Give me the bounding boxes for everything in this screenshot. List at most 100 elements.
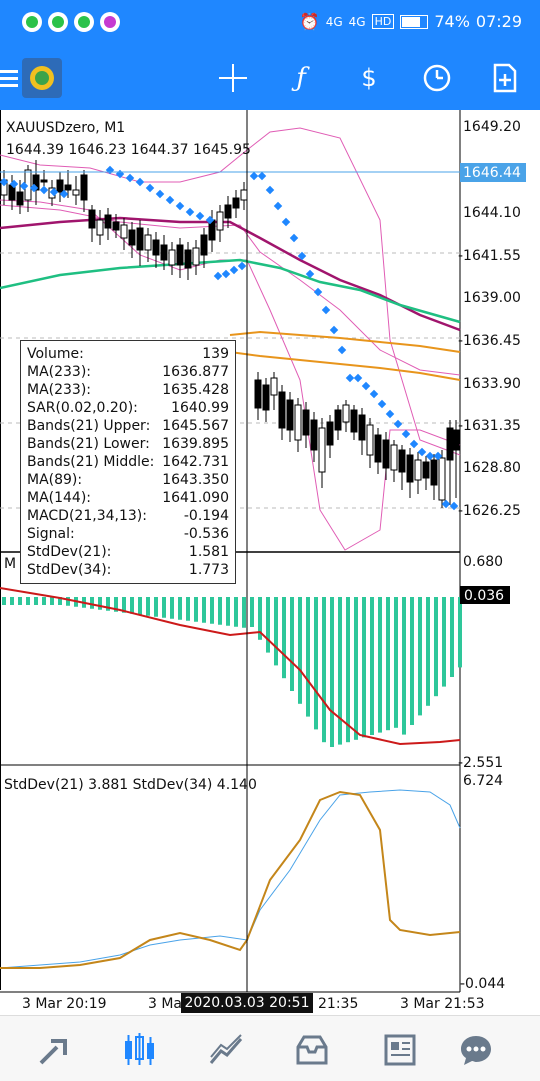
data-window-value: 139 <box>202 346 229 362</box>
macd-bar <box>138 597 142 615</box>
sar-dot <box>449 501 459 511</box>
macd-bar <box>266 597 270 653</box>
sar-dot <box>165 195 175 205</box>
candle-body <box>430 459 438 486</box>
macd-bar <box>330 597 334 747</box>
sar-dot <box>369 389 379 399</box>
candle-body <box>358 414 366 441</box>
data-window-value: -0.194 <box>183 508 229 524</box>
data-window-row: SAR(0.02,0.20): 1640.99 <box>27 399 229 417</box>
history-nav-icon[interactable] <box>292 1030 332 1070</box>
macd-bar <box>194 597 198 622</box>
candle-body <box>80 174 88 201</box>
candle-body <box>326 421 334 446</box>
quotes-nav-icon[interactable] <box>34 1030 74 1070</box>
chart-area[interactable]: XAUUSDzero, M1 1644.39 1646.23 1644.37 1… <box>0 110 540 1015</box>
sar-dot <box>321 305 331 315</box>
sar-dot <box>345 373 355 383</box>
sar-dot <box>313 287 323 297</box>
candle-body <box>452 429 460 451</box>
sar-dot <box>39 185 49 195</box>
data-window-row: Volume: 139 <box>27 345 229 363</box>
sar-dot <box>385 409 395 419</box>
macd-bar <box>218 597 222 625</box>
sar-dot <box>409 439 419 449</box>
sar-dot <box>257 171 267 181</box>
candle-body <box>168 249 176 266</box>
data-window-label: MA(233): <box>27 364 92 380</box>
sar-dot <box>49 187 59 197</box>
sar-dot <box>221 269 231 279</box>
data-window-value: 1636.877 <box>162 364 229 380</box>
candle-body <box>382 439 390 469</box>
sar-dot <box>305 269 315 279</box>
macd-bar <box>26 597 30 605</box>
data-window-row: StdDev(34): 1.773 <box>27 561 229 579</box>
candle-body <box>200 234 208 256</box>
sar-dot <box>265 185 275 195</box>
sar-dot <box>249 171 259 181</box>
macd-current-value: 0.036 <box>464 588 504 604</box>
sar-dot <box>145 183 155 193</box>
stddev-tick: 6.724 <box>463 773 503 789</box>
data-window-label: MA(233): <box>27 382 92 398</box>
macd-bar <box>274 597 278 666</box>
price-chart[interactable]: XAUUSDzero, M1 1644.39 1646.23 1644.37 1… <box>0 110 540 1015</box>
data-window-row: StdDev(21): 1.581 <box>27 543 229 561</box>
menu-icon[interactable] <box>0 60 26 96</box>
data-window-value: 1635.428 <box>162 382 229 398</box>
data-window-label: StdDev(21): <box>27 544 112 560</box>
news-nav-icon[interactable] <box>380 1030 420 1070</box>
candle-body <box>136 227 144 251</box>
data-window-label: SAR(0.02,0.20): <box>27 400 138 416</box>
bottom-navigation <box>0 1015 540 1081</box>
candle-body <box>112 221 120 231</box>
sar-dot <box>195 211 205 221</box>
candle-body <box>120 224 128 239</box>
new-order-icon[interactable] <box>487 60 523 96</box>
battery-percent: 74% <box>434 12 470 31</box>
timeframe-clock-icon[interactable] <box>419 60 455 96</box>
candle-body <box>192 247 200 266</box>
sar-dot <box>229 265 239 275</box>
price-tick: -1641.55 <box>458 248 521 264</box>
sar-dot <box>441 499 451 509</box>
stddev34-line <box>0 790 461 969</box>
metatrader-logo-icon[interactable] <box>22 58 62 98</box>
candle-body <box>232 197 240 209</box>
status-bar: ⏰ 4G 4G HD 74% 07:29 <box>0 0 540 46</box>
macd-bar <box>186 597 190 621</box>
data-window-row: MACD(21,34,13): -0.194 <box>27 507 229 525</box>
macd-bar <box>66 597 70 606</box>
sar-dot <box>425 451 435 461</box>
macd-tick: 0.680 <box>463 554 503 570</box>
signal-icon: 4G <box>325 14 343 29</box>
macd-bar <box>442 597 446 687</box>
time-tick: 3 Ma <box>148 996 182 1012</box>
trade-icon[interactable]: $ <box>361 64 377 92</box>
sar-dot <box>433 451 443 461</box>
sar-dot <box>377 399 387 409</box>
candle-body <box>254 379 262 409</box>
candle-body <box>422 461 430 479</box>
macd-bar <box>122 597 126 613</box>
sar-dot <box>155 189 165 199</box>
macd-bar <box>18 597 22 605</box>
macd-bar <box>394 597 398 728</box>
trade-nav-icon[interactable] <box>206 1030 246 1070</box>
candle-body <box>216 211 224 231</box>
sar-dot <box>281 217 291 227</box>
data-window-row: MA(144): 1641.090 <box>27 489 229 507</box>
ma233-line <box>229 351 461 381</box>
chat-nav-icon[interactable] <box>456 1030 496 1070</box>
candle-body <box>278 391 286 429</box>
chart-nav-icon[interactable] <box>120 1030 160 1070</box>
candle-body <box>40 179 48 183</box>
macd-bar <box>250 597 254 627</box>
crosshair-icon[interactable] <box>215 60 251 96</box>
macd-bar <box>226 597 230 626</box>
candle-body <box>262 384 270 411</box>
macd-histogram <box>0 587 462 747</box>
symbol-label: XAUUSDzero, M1 <box>6 120 125 136</box>
indicators-icon[interactable]: ƒ <box>296 63 306 93</box>
